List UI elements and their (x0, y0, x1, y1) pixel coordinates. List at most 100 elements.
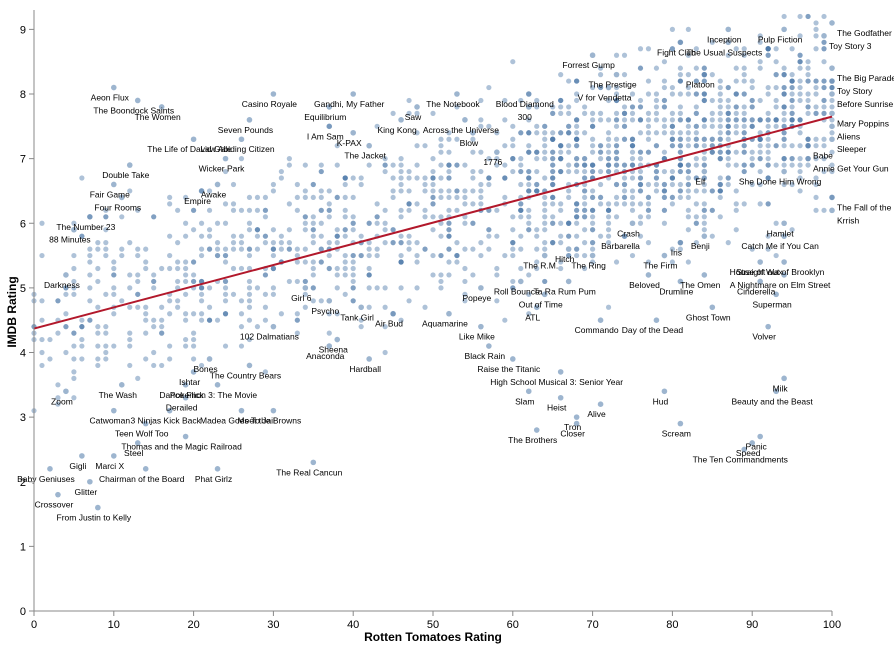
scatter-point (693, 188, 699, 194)
point-label: 1776 (483, 157, 502, 167)
scatter-point (749, 97, 755, 104)
scatter-point (47, 356, 53, 362)
scatter-point (613, 117, 620, 123)
labeled-point (190, 136, 197, 143)
scatter-point (79, 175, 85, 181)
scatter-point (661, 194, 668, 201)
point-label: Scream (662, 429, 691, 439)
scatter-point (709, 149, 715, 155)
scatter-point (222, 343, 229, 349)
scatter-point (87, 285, 93, 291)
scatter-point (621, 194, 628, 201)
scatter-point (135, 304, 141, 310)
point-label: Straight out of Brooklyn (736, 267, 825, 277)
scatter-point (310, 298, 316, 304)
scatter-point (191, 227, 197, 233)
labeled-point (63, 272, 69, 278)
scatter-point (135, 246, 141, 252)
scatter-point (254, 227, 261, 233)
scatter-point (143, 317, 149, 323)
scatter-point (478, 194, 484, 201)
scatter-point (741, 117, 747, 123)
scatter-point (733, 91, 739, 97)
scatter-point (198, 311, 205, 317)
scatter-point (757, 156, 763, 162)
scatter-point (653, 188, 660, 194)
x-tick-label: 80 (666, 619, 678, 631)
scatter-point (669, 84, 676, 91)
labeled-point (478, 323, 484, 330)
point-label: Popeye (462, 293, 491, 303)
labeled-point (701, 272, 708, 278)
scatter-point (669, 181, 676, 188)
scatter-point (350, 298, 356, 304)
scatter-point (95, 246, 101, 252)
scatter-point (749, 117, 755, 123)
scatter-point (71, 343, 77, 349)
scatter-point (669, 46, 676, 52)
scatter-point (63, 311, 69, 317)
scatter-point (653, 91, 660, 97)
scatter-point (310, 227, 316, 233)
scatter-point (590, 188, 596, 194)
scatter-point (805, 97, 811, 104)
scatter-point (709, 117, 715, 123)
labeled-point (494, 149, 500, 155)
point-label: The Usual Suspects (686, 47, 762, 57)
scatter-point (111, 291, 117, 297)
scatter-point (270, 265, 276, 272)
labeled-point (829, 136, 835, 143)
labeled-point (541, 291, 548, 298)
scatter-point (518, 207, 524, 213)
scatter-point (406, 175, 412, 181)
scatter-point (222, 259, 229, 265)
scatter-point (693, 104, 699, 110)
scatter-point (398, 214, 404, 220)
scatter-point (366, 272, 372, 278)
scatter-point (478, 188, 484, 194)
scatter-point (701, 181, 707, 188)
scatter-point (566, 252, 572, 259)
scatter-point (741, 201, 747, 207)
scatter-point (558, 156, 564, 162)
scatter-point (558, 143, 564, 149)
scatter-point (621, 110, 628, 116)
scatter-point (558, 156, 564, 162)
scatter-point (366, 220, 372, 226)
scatter-point (438, 214, 444, 220)
scatter-point (749, 123, 755, 129)
scatter-point (294, 317, 300, 323)
scatter-point (653, 130, 660, 136)
scatter-point (406, 201, 412, 207)
scatter-point (510, 214, 516, 220)
scatter-point (422, 181, 428, 188)
scatter-point (406, 201, 412, 207)
scatter-point (717, 149, 723, 155)
labeled-point (270, 91, 277, 97)
scatter-point (542, 136, 548, 142)
scatter-point (310, 265, 316, 272)
labeled-point (701, 233, 708, 239)
scatter-point (486, 246, 492, 252)
scatter-point (294, 207, 300, 213)
scatter-point (446, 220, 452, 226)
scatter-point (159, 362, 165, 369)
scatter-point (502, 252, 508, 259)
scatter-point (813, 91, 819, 97)
scatter-point (693, 201, 699, 207)
labeled-point (326, 298, 333, 304)
labeled-point (829, 20, 835, 26)
scatter-point (773, 123, 779, 129)
scatter-point (765, 52, 771, 58)
scatter-point (39, 298, 45, 304)
scatter-point (693, 136, 699, 142)
scatter-point (677, 149, 683, 155)
scatter-point (542, 207, 548, 213)
scatter-point (677, 162, 683, 168)
scatter-point (629, 188, 636, 194)
scatter-point (701, 123, 707, 129)
scatter-point (518, 130, 524, 136)
scatter-point (374, 246, 380, 252)
scatter-point (550, 201, 556, 207)
scatter-point (669, 123, 676, 129)
